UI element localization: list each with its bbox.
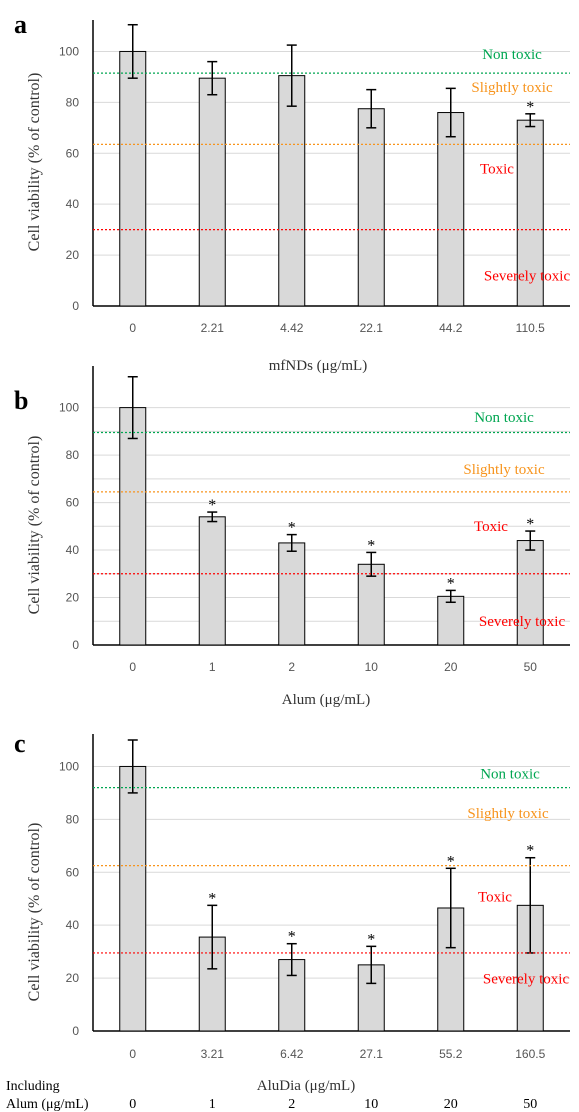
bar [119, 407, 147, 646]
x-tick-label: 3.21 [201, 1047, 225, 1061]
y-axis-label: Cell viability (% of control) [26, 823, 43, 1002]
y-tick-label: 40 [66, 197, 80, 211]
bar [119, 50, 147, 307]
y-tick-label: 80 [66, 448, 80, 462]
significance-marker: * [526, 843, 534, 860]
significance-marker: * [288, 929, 296, 946]
zone-label: Slightly toxic [467, 806, 549, 822]
zone-label: Slightly toxic [471, 80, 553, 96]
zone-label: Toxic [480, 162, 514, 178]
y-tick-label: 80 [66, 95, 80, 109]
x-tick-label: 0 [129, 1047, 136, 1061]
footer-label-line1: Including [6, 1079, 60, 1094]
footer-value: 2 [288, 1097, 295, 1112]
footer-value: 0 [129, 1097, 136, 1112]
bar [437, 595, 465, 646]
bar [516, 119, 544, 307]
significance-marker: * [447, 853, 455, 870]
y-tick-label: 60 [66, 865, 80, 879]
y-axis-label: Cell viability (% of control) [26, 436, 43, 615]
plot-area: 0 20 40 60 80 100 0 * 3.21 * 6.42 * 27.1 * 55.2 * 160.5 N… [59, 734, 570, 1061]
footer-value: 1 [209, 1097, 216, 1112]
y-tick-label: 0 [72, 638, 79, 652]
zone-label: Severely toxic [479, 614, 566, 630]
significance-marker: * [208, 497, 216, 514]
zone-label: Toxic [474, 519, 508, 535]
plot-area: 0 20 40 60 80 100 0 * 1 * 2 * 10 * 20 * 50 Non toxic Sligh… [59, 366, 570, 674]
x-tick-label: 50 [524, 660, 538, 674]
significance-marker: * [367, 537, 375, 554]
y-axis-label: Cell viability (% of control) [26, 73, 43, 252]
y-tick-label: 20 [66, 591, 80, 605]
x-tick-label: 6.42 [280, 1047, 304, 1061]
x-axis-label: AluDia (μg/mL) [257, 1078, 355, 1094]
x-tick-label: 0 [129, 660, 136, 674]
y-tick-label: 0 [72, 299, 79, 313]
plot-area: 0 20 40 60 80 100 0 2.21 4.42 22.1 44.2 * 110.5 Non t… [59, 20, 570, 335]
x-tick-label: 0 [129, 321, 136, 335]
y-tick-label: 20 [66, 971, 80, 985]
x-tick-label: 4.42 [280, 321, 304, 335]
y-tick-label: 100 [59, 759, 79, 773]
footer-alum-row: Including Alum (μg/mL) 0 1 2 10 20 50 [6, 1079, 537, 1112]
bar [357, 563, 385, 646]
y-tick-label: 100 [59, 44, 79, 58]
x-tick-label: 10 [365, 660, 379, 674]
bar [437, 112, 465, 307]
zone-label: Severely toxic [483, 971, 570, 987]
y-tick-label: 60 [66, 496, 80, 510]
bar [357, 108, 385, 307]
significance-marker: * [526, 99, 534, 116]
zone-label: Non toxic [480, 766, 540, 782]
bar [119, 765, 147, 1032]
zone-label: Slightly toxic [463, 462, 545, 478]
significance-marker: * [367, 931, 375, 948]
bar [198, 516, 226, 646]
panel-b: b Cell viability (% of control) Alum (μg… [14, 366, 570, 708]
zone-label: Toxic [478, 889, 512, 905]
y-tick-label: 20 [66, 248, 80, 262]
panel-letter: b [14, 386, 28, 415]
significance-marker: * [288, 520, 296, 537]
panel-letter: a [14, 10, 27, 39]
zone-label: Non toxic [474, 410, 534, 426]
significance-marker: * [526, 516, 534, 533]
x-tick-label: 22.1 [360, 321, 384, 335]
panel-letter: c [14, 729, 26, 758]
footer-value: 50 [523, 1097, 537, 1112]
y-tick-label: 60 [66, 146, 80, 160]
bar [198, 77, 226, 307]
panel-c: c Cell viability (% of control) AluDia (… [14, 729, 570, 1094]
zone-label: Non toxic [482, 47, 542, 63]
y-tick-label: 80 [66, 812, 80, 826]
x-axis-label: Alum (μg/mL) [282, 692, 370, 708]
bar [278, 542, 306, 646]
footer-label-line2: Alum (μg/mL) [6, 1097, 89, 1112]
y-tick-label: 40 [66, 543, 80, 557]
bar [278, 75, 306, 307]
footer-value: 10 [364, 1097, 378, 1112]
x-axis-label: mfNDs (μg/mL) [269, 358, 367, 374]
footer-value: 20 [444, 1097, 458, 1112]
x-tick-label: 110.5 [516, 321, 545, 335]
x-tick-label: 1 [209, 660, 216, 674]
y-tick-label: 40 [66, 918, 80, 932]
x-tick-label: 160.5 [515, 1047, 545, 1061]
significance-marker: * [208, 890, 216, 907]
x-tick-label: 2 [288, 660, 295, 674]
bar [516, 540, 544, 646]
x-tick-label: 27.1 [360, 1047, 384, 1061]
y-tick-label: 100 [59, 401, 79, 415]
x-tick-label: 44.2 [439, 321, 463, 335]
zone-label: Severely toxic [484, 269, 571, 285]
x-tick-label: 55.2 [439, 1047, 463, 1061]
panel-a: a Cell viability (% of control) mfNDs (μ… [14, 10, 570, 374]
significance-marker: * [447, 575, 455, 592]
x-tick-label: 2.21 [201, 321, 225, 335]
y-tick-label: 0 [72, 1024, 79, 1038]
x-tick-label: 20 [444, 660, 458, 674]
